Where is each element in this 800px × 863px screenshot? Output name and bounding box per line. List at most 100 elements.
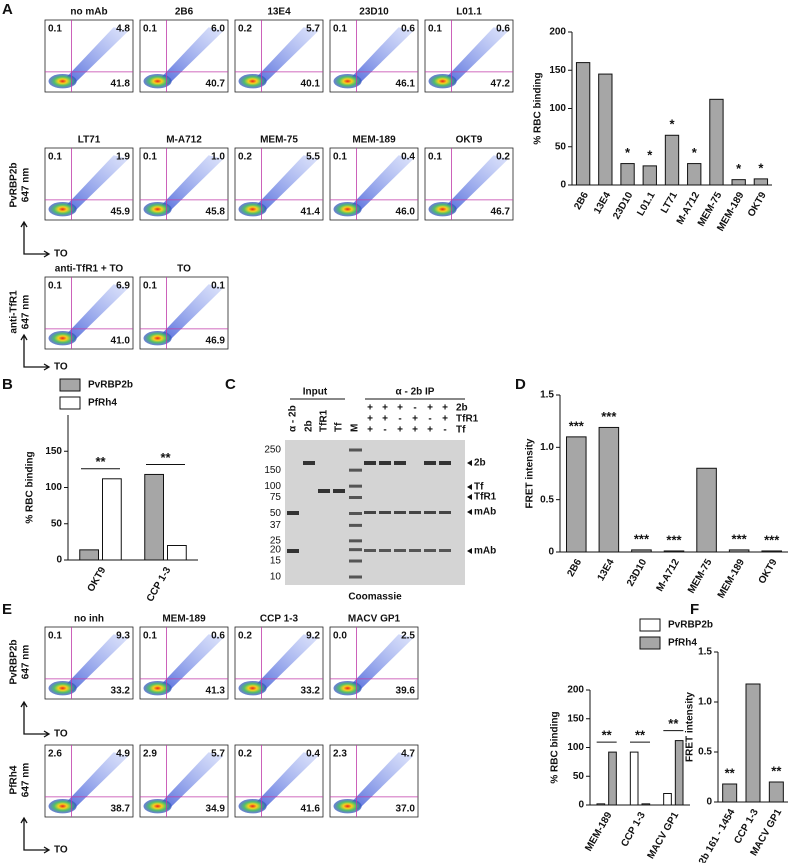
quadrant-value: 41.0 — [111, 336, 131, 347]
quadrant-value: 38.7 — [111, 804, 131, 815]
density-streak — [347, 155, 414, 213]
ip-sign: + — [367, 425, 373, 436]
plot-title: 2B6 — [175, 7, 194, 18]
y-tick-label: 1.0 — [540, 442, 554, 453]
ip-sign: + — [367, 403, 373, 414]
bar — [575, 62, 591, 186]
band — [379, 511, 391, 514]
marker-label: 20 — [270, 544, 282, 555]
quadrant-value: 0.1 — [48, 152, 62, 163]
y-tick-label: 50 — [573, 771, 585, 782]
ip-sign: - — [428, 414, 431, 425]
quadrant-value: 0.6 — [211, 631, 225, 642]
marker-label: 15 — [270, 556, 282, 567]
significance: *** — [601, 409, 617, 424]
quadrant-value: 37.0 — [396, 804, 416, 815]
ip-sign: - — [383, 425, 386, 436]
density-streak — [442, 27, 509, 85]
panel-letter: C — [225, 376, 236, 393]
y-axis-label: PfRh4 — [9, 765, 20, 794]
band — [424, 511, 436, 514]
ip-sign: + — [367, 414, 373, 425]
density-streak — [62, 27, 129, 85]
quadrant-value: 4.8 — [116, 24, 130, 35]
significance: * — [736, 161, 742, 176]
quadrant-value: 0.1 — [143, 152, 157, 163]
significance: *** — [569, 418, 585, 433]
y-tick-label: 100 — [549, 103, 566, 114]
y-tick-label: 100 — [567, 742, 584, 753]
marker-label: 100 — [264, 481, 281, 492]
panel-letter: F — [690, 601, 699, 618]
quadrant-value: 2.5 — [401, 631, 415, 642]
density-core — [428, 202, 457, 217]
x-tick-label: MEM-75 — [686, 557, 715, 596]
quadrant-value: 2.6 — [48, 749, 62, 760]
marker-band — [349, 523, 362, 527]
y-tick-label: 0 — [548, 547, 554, 558]
y-axis-label: anti-TfR1 — [9, 290, 20, 334]
x-tick-label: OKT9 — [757, 557, 780, 586]
x-tick-label: MEM-189 — [583, 810, 614, 853]
axis-arrow — [20, 700, 51, 738]
band-label: Tf — [474, 482, 484, 493]
y-tick-label: 0 — [560, 180, 566, 191]
y-tick-label: 0 — [56, 555, 62, 566]
y-tick-label: 150 — [45, 446, 62, 457]
band-label: 2b — [474, 458, 486, 469]
y-axis-title: % RBC binding — [550, 711, 561, 783]
band — [379, 549, 391, 552]
marker-band — [349, 512, 362, 515]
plot-title: 23D10 — [359, 7, 389, 18]
lane-label: M — [350, 424, 361, 432]
y-axis-label: 647 nm — [21, 168, 32, 203]
density-core — [333, 74, 362, 89]
density-streak — [62, 155, 129, 213]
density-streak — [252, 27, 319, 85]
y-axis-label: 647 nm — [21, 295, 32, 330]
density-streak — [157, 752, 224, 810]
density-streak — [157, 27, 224, 85]
y-tick-label: 150 — [567, 713, 584, 724]
quadrant-value: 46.0 — [396, 207, 416, 218]
significance: ** — [668, 716, 679, 731]
y-axis-label: 647 nm — [21, 763, 32, 798]
quadrant-value: 0.1 — [143, 24, 157, 35]
quadrant-value: 0.2 — [238, 749, 252, 760]
density-core — [143, 331, 172, 346]
band-label: mAb — [474, 507, 496, 518]
y-tick-label: 1.5 — [698, 647, 712, 658]
bar — [598, 73, 613, 186]
band — [333, 489, 345, 493]
band — [409, 549, 421, 552]
quadrant-value: 0.1 — [333, 152, 347, 163]
quadrant-value: 6.9 — [116, 281, 130, 292]
density-streak — [157, 155, 224, 213]
x-tick-label: 23D10 — [625, 557, 649, 588]
bar — [709, 98, 724, 186]
marker-band — [349, 539, 362, 543]
y-axis-label: PvRBP2b — [9, 639, 20, 684]
quadrant-value: 4.9 — [116, 749, 130, 760]
quadrant-value: 4.7 — [401, 749, 415, 760]
marker-label: 250 — [264, 445, 281, 456]
bar — [144, 473, 164, 561]
axis-arrow — [20, 333, 51, 371]
marker-label: 10 — [270, 572, 282, 583]
bar — [664, 134, 680, 186]
y-axis-label: 647 nm — [21, 645, 32, 680]
bar — [79, 549, 99, 561]
x-tick-label: MACV GP1 — [646, 810, 682, 861]
significance: ** — [95, 454, 106, 469]
quadrant-value: 0.2 — [238, 631, 252, 642]
band-label: mAb — [474, 546, 496, 557]
y-axis-title: FRET intensity — [685, 692, 696, 762]
band-arrow — [467, 484, 472, 490]
y-tick-label: 100 — [45, 482, 62, 493]
density-core — [48, 202, 77, 217]
quadrant-value: 0.0 — [333, 631, 347, 642]
lane-label: 2b — [304, 420, 315, 432]
ip-sign: + — [427, 403, 433, 414]
bar — [728, 549, 750, 553]
bar — [722, 783, 738, 803]
